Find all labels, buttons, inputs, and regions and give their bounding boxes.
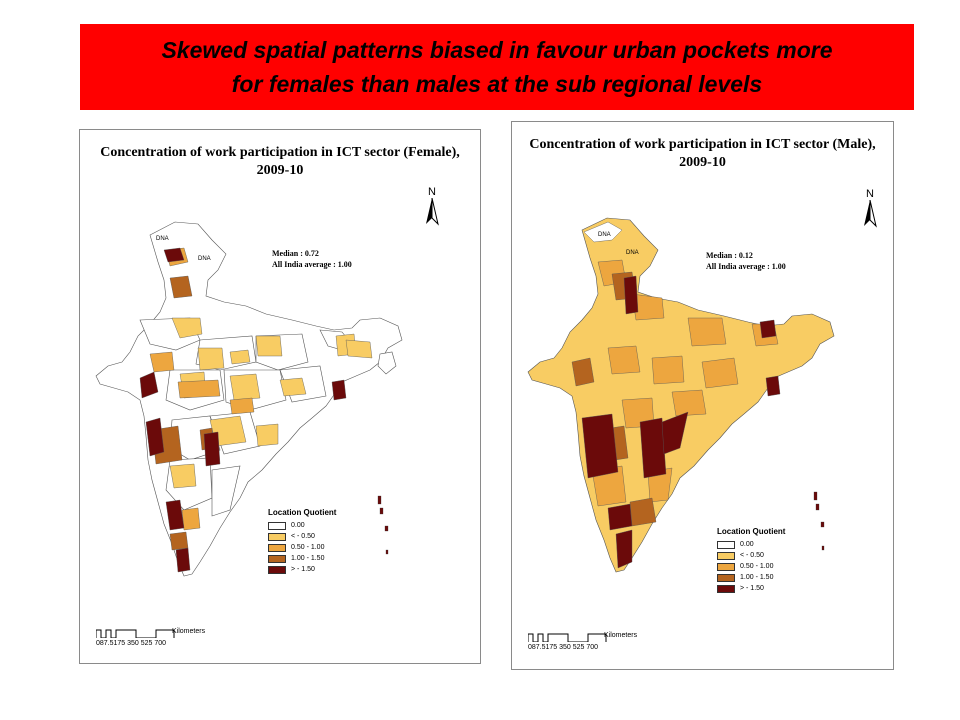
female-dna-label-2: DNA [198,256,211,262]
female-north-label: N [428,186,436,198]
female-dna-label-1: DNA [156,236,169,242]
female-average: All India average : 1.00 [272,260,352,269]
female-north-arrow: N [422,186,442,231]
female-stats: Median : 0.72 All India average : 1.00 [272,248,352,270]
female-legend: Location Quotient 0.00 < - 0.50 0.50 - 1… [268,508,336,575]
female-title-line-2: 2009-10 [256,163,304,178]
female-legend-title: Location Quotient [268,508,337,517]
male-legend: Location Quotient 0.00 < - 0.50 0.50 - 1… [717,527,785,594]
banner-text: Skewed spatial patterns biased in favour… [87,33,907,101]
banner-line-1: Skewed spatial patterns biased in favour… [161,37,833,63]
legend-label: 0.50 - 1.00 [291,544,325,551]
female-map-panel: Concentration of work participation in I… [79,129,481,664]
legend-label: < - 0.50 [740,552,764,559]
male-legend-item: 1.00 - 1.50 [717,572,785,583]
female-median: Median : 0.72 [272,249,319,258]
banner-line-2: for females than males at the sub region… [231,71,763,97]
male-legend-item: > - 1.50 [717,583,785,594]
male-average: All India average : 1.00 [706,262,786,271]
legend-swatch-3 [268,554,286,563]
male-north-arrow: N [860,188,880,233]
legend-label: < - 0.50 [291,533,315,540]
male-legend-item: 0.50 - 1.00 [717,561,785,572]
legend-swatch-2 [268,543,286,552]
female-legend-item: 0.00 [268,520,336,531]
male-stats: Median : 0.12 All India average : 1.00 [706,250,786,272]
male-legend-item: 0.00 [717,539,785,550]
legend-label: 1.00 - 1.50 [740,574,774,581]
female-india-map: DNA DNA [95,221,403,577]
male-india-map: DNA DNA [527,217,835,573]
female-scale-bar: Kilometers 087.5175 350 525 700 [95,628,236,652]
male-map-panel: Concentration of work participation in I… [511,121,894,670]
male-scale-bar: Kilometers 087.5175 350 525 700 [527,632,668,656]
male-legend-title: Location Quotient [717,527,786,536]
legend-label: 1.00 - 1.50 [291,555,325,562]
female-title-line-1: Concentration of work participation in I… [100,145,460,160]
male-scale-ticks: 087.5175 350 525 700 [528,644,599,651]
legend-label: 0.00 [740,541,754,548]
legend-swatch-3 [717,573,735,582]
scale-bar-graphic [95,629,175,639]
legend-swatch-0 [717,540,735,549]
female-map-title: Concentration of work participation in I… [80,144,480,180]
male-scale-units: Kilometers [604,632,638,639]
legend-label: > - 1.50 [291,566,315,573]
legend-swatch-4 [268,565,286,574]
male-map-title: Concentration of work participation in I… [512,136,893,172]
female-legend-item: 0.50 - 1.00 [268,542,336,553]
legend-label: > - 1.50 [740,585,764,592]
legend-swatch-2 [717,562,735,571]
male-title-line-2: 2009-10 [679,155,726,170]
male-dna-label-1: DNA [598,232,611,238]
male-title-line-1: Concentration of work participation in I… [529,137,876,152]
male-dna-label-2: DNA [626,250,639,256]
title-banner: Skewed spatial patterns biased in favour… [80,24,914,110]
north-arrow-icon [864,199,877,228]
north-arrow-icon [426,197,439,226]
legend-swatch-1 [717,551,735,560]
female-scale-ticks: 087.5175 350 525 700 [96,640,167,647]
legend-label: 0.50 - 1.00 [740,563,774,570]
scale-bar-graphic [527,633,607,643]
legend-swatch-4 [717,584,735,593]
legend-label: 0.00 [291,522,305,529]
legend-swatch-1 [268,532,286,541]
male-north-label: N [866,188,874,200]
female-legend-item: > - 1.50 [268,564,336,575]
female-legend-item: 1.00 - 1.50 [268,553,336,564]
female-legend-item: < - 0.50 [268,531,336,542]
female-scale-units: Kilometers [172,628,206,635]
legend-swatch-0 [268,521,286,530]
male-median: Median : 0.12 [706,251,753,260]
male-legend-item: < - 0.50 [717,550,785,561]
